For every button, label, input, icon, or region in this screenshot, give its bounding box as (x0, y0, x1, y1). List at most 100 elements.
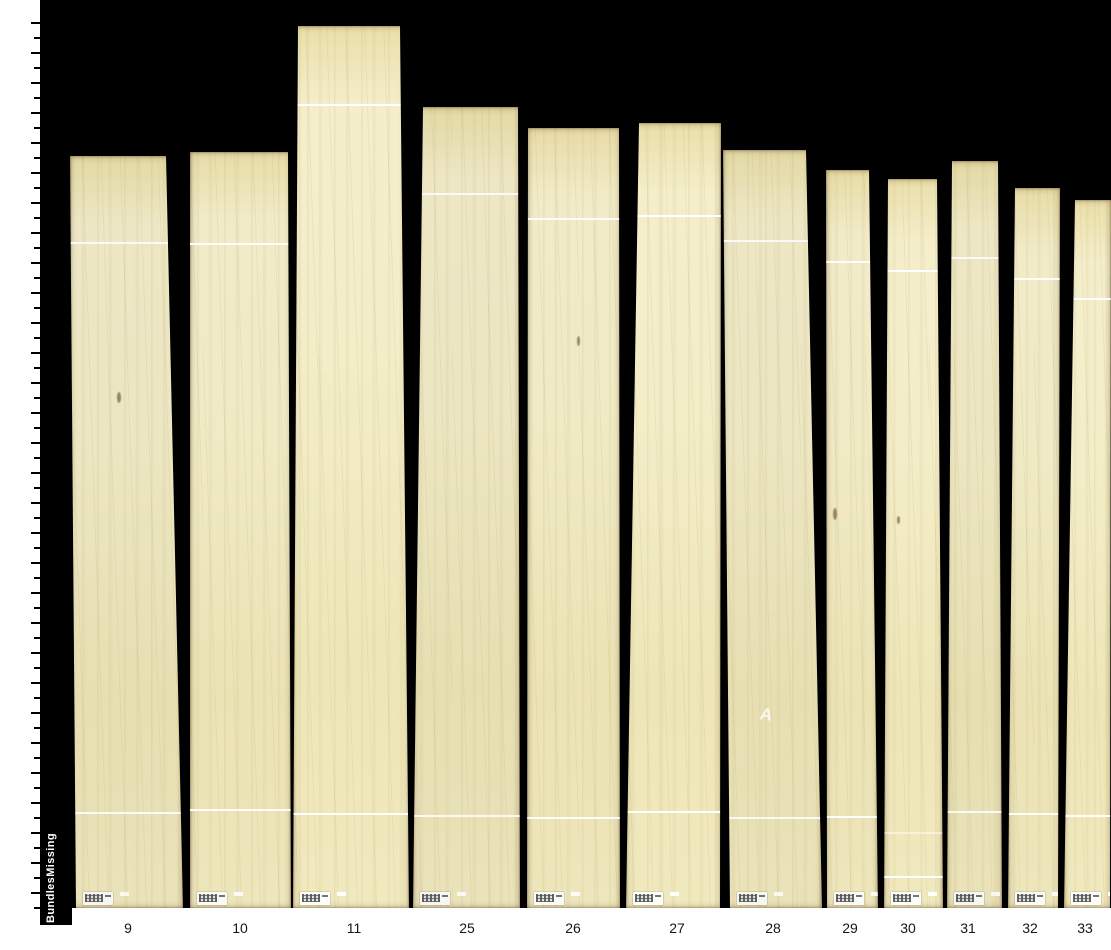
bundle-number-label-33: 33 (1077, 920, 1093, 936)
clip-line (884, 876, 943, 878)
ruler-tick (31, 352, 40, 354)
sticker-code (655, 895, 661, 897)
sticker-code (556, 895, 562, 897)
bundle-number-label-9: 9 (124, 920, 132, 936)
bundle-sticker (300, 892, 330, 905)
chalk-dash (774, 892, 783, 896)
ruler-tick (31, 292, 40, 294)
bundle-sticker (420, 892, 450, 905)
bundle-number-label-31: 31 (960, 920, 976, 936)
ruler-tick (31, 322, 40, 324)
ruler-tick (34, 817, 40, 819)
veneer-sheet-28[interactable] (723, 150, 822, 908)
bundle-number-label-11: 11 (346, 920, 362, 936)
clip-line (884, 270, 943, 272)
veneer-sheet-11[interactable] (293, 26, 409, 908)
chalk-dash (1052, 892, 1060, 896)
clip-line (947, 257, 1002, 259)
ruler-tick (31, 682, 40, 684)
ruler-tick (31, 712, 40, 714)
sticker-scribble (536, 894, 554, 902)
clip-line (723, 817, 822, 819)
ruler-tick (31, 742, 40, 744)
sticker-scribble (956, 894, 974, 902)
ruler-tick (31, 502, 40, 504)
ruler-tick (31, 862, 40, 864)
chalk-dash (457, 892, 466, 896)
ruler-tick (34, 187, 40, 189)
ruler-tick (34, 577, 40, 579)
ruler-tick (31, 172, 40, 174)
ruler-tick (34, 277, 40, 279)
ruler-tick (34, 787, 40, 789)
ruler-tick (34, 457, 40, 459)
ruler-tick (34, 67, 40, 69)
clip-line (190, 243, 291, 245)
veneer-sheet-31[interactable] (947, 161, 1002, 908)
ruler-tick (34, 127, 40, 129)
clip-line (1008, 813, 1060, 815)
missing-label-panel (40, 908, 72, 925)
wood-knot (577, 336, 580, 346)
clip-line (626, 215, 721, 217)
veneer-sheet-9[interactable] (70, 156, 183, 908)
sticker-code (1093, 895, 1099, 897)
sticker-code (976, 895, 982, 897)
bundle-number-label-30: 30 (900, 920, 916, 936)
ruler-tick (31, 652, 40, 654)
ruler-tick (34, 877, 40, 879)
wood-knot (117, 392, 121, 403)
bundle-number-label-10: 10 (232, 920, 248, 936)
veneer-sheet-29[interactable] (826, 170, 878, 908)
sticker-scribble (1017, 894, 1035, 902)
bundle-number-label-29: 29 (842, 920, 858, 936)
veneer-sheet-25[interactable] (413, 107, 520, 908)
ruler-tick (31, 772, 40, 774)
ruler-tick (34, 337, 40, 339)
sticker-code (322, 895, 328, 897)
clip-line (1064, 298, 1111, 300)
ruler-tick (34, 547, 40, 549)
veneer-sheet-26[interactable] (527, 128, 620, 908)
ruler-tick (31, 442, 40, 444)
chalk-dash (871, 892, 878, 896)
ruler-tick (31, 622, 40, 624)
ruler-tick (34, 307, 40, 309)
sticker-code (913, 895, 919, 897)
veneer-sheet-10[interactable] (190, 152, 291, 908)
bundle-number-label-27: 27 (669, 920, 685, 936)
ruler-tick (31, 382, 40, 384)
clip-line (826, 261, 878, 263)
sticker-scribble (635, 894, 653, 902)
bundle-sticker (534, 892, 564, 905)
ruler-tick (31, 412, 40, 414)
clip-line (527, 817, 620, 819)
clip-line (527, 218, 620, 220)
veneer-sheet-27[interactable] (626, 123, 721, 908)
clip-line (884, 832, 943, 834)
ruler-tick (34, 217, 40, 219)
bundles-missing-label: BundlesMissing (45, 833, 57, 923)
veneer-sheet-30[interactable] (884, 179, 943, 908)
clip-line (293, 104, 409, 106)
ruler-tick (31, 802, 40, 804)
bundle-sticker (83, 892, 113, 905)
ruler-tick (31, 592, 40, 594)
ruler-tick (34, 607, 40, 609)
wood-knot (833, 508, 837, 520)
bundle-number-label-32: 32 (1022, 920, 1038, 936)
ruler-tick (34, 367, 40, 369)
bundle-sticker (1015, 892, 1045, 905)
ruler-tick (34, 157, 40, 159)
clip-line (947, 811, 1002, 813)
ruler-tick (34, 37, 40, 39)
clip-line (626, 811, 721, 813)
chalk-dash (991, 892, 1000, 896)
clip-line (70, 812, 183, 814)
ruler-tick (34, 517, 40, 519)
ruler-tick (31, 232, 40, 234)
veneer-sheet-32[interactable] (1008, 188, 1060, 908)
sticker-code (759, 895, 765, 897)
ruler-tick (31, 532, 40, 534)
bundle-sticker (834, 892, 864, 905)
